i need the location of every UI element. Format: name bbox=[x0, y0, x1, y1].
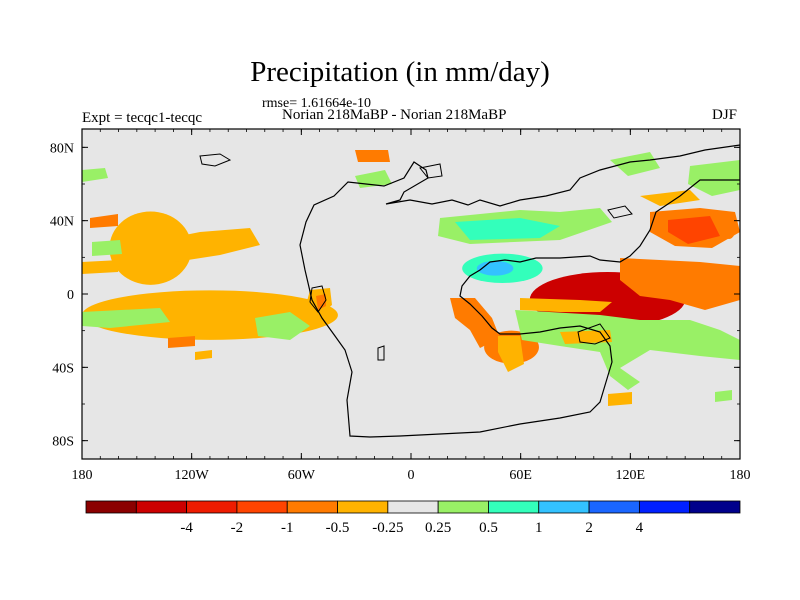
continent-outline bbox=[299, 144, 740, 438]
colorbar-swatch bbox=[588, 500, 640, 514]
colorbar-label: 0.5 bbox=[479, 520, 498, 536]
field-patch-22 bbox=[668, 216, 720, 244]
field-patch-19 bbox=[560, 330, 612, 344]
colorbar-label: -2 bbox=[231, 520, 244, 536]
colorbar-label: -1 bbox=[281, 520, 294, 536]
field-patch-28 bbox=[715, 390, 732, 402]
x-tick-label: 0 bbox=[408, 468, 415, 483]
colorbar-label: 1 bbox=[535, 520, 543, 536]
y-tick-label: 80S bbox=[52, 435, 74, 450]
colorbar-label: -4 bbox=[180, 520, 193, 536]
x-tick-label: 120E bbox=[616, 468, 646, 483]
field-patch-24 bbox=[688, 160, 740, 196]
x-tick-label: 180 bbox=[72, 468, 93, 483]
chart-subtitle: Norian 218MaBP - Norian 218MaBP bbox=[282, 107, 507, 123]
y-tick-label: 80N bbox=[50, 141, 74, 156]
colorbar-swatch bbox=[638, 500, 691, 514]
colorbar-swatch bbox=[186, 500, 238, 514]
x-tick-label: 60W bbox=[288, 468, 316, 483]
y-tick-label: 40N bbox=[50, 215, 74, 230]
field-patch-7 bbox=[255, 312, 310, 340]
rmse-label: rmse= 1.61664e-10 bbox=[262, 96, 371, 111]
colorbar-swatch bbox=[689, 500, 741, 514]
colorbar-swatch bbox=[488, 500, 540, 514]
chart-title: Precipitation (in mm/day) bbox=[250, 56, 550, 88]
field-patch-1 bbox=[165, 298, 310, 312]
island-outline-east bbox=[607, 205, 633, 219]
field-patch-20 bbox=[620, 258, 740, 310]
field-patch-12 bbox=[355, 150, 390, 162]
x-tick-label: 120W bbox=[175, 468, 210, 483]
colorbar-swatch bbox=[286, 500, 338, 514]
field-patch-5 bbox=[92, 240, 122, 256]
colorbar-label: 2 bbox=[585, 520, 593, 536]
field-patch-15 bbox=[450, 298, 500, 348]
field-patch-23 bbox=[640, 190, 700, 206]
colorbar-label: 4 bbox=[636, 520, 644, 536]
field-patch-4 bbox=[82, 168, 108, 182]
island-outline-north bbox=[199, 153, 232, 167]
colorbar-swatch bbox=[538, 500, 590, 514]
x-tick-label: 180 bbox=[730, 468, 751, 483]
colorbar-swatch bbox=[387, 500, 439, 514]
colorbar-swatch bbox=[437, 500, 489, 514]
field-patch-16 bbox=[498, 336, 524, 372]
colorbar-label: -0.25 bbox=[372, 520, 403, 536]
field-patch-0 bbox=[125, 228, 260, 262]
field-patch-9 bbox=[90, 214, 118, 228]
island-outline-arctic bbox=[419, 163, 443, 179]
colorbar-swatch bbox=[236, 500, 288, 514]
field-patch-17 bbox=[515, 310, 740, 390]
y-tick-label: 40S bbox=[52, 361, 74, 376]
season-label: DJF bbox=[712, 107, 738, 123]
field-patch-10 bbox=[168, 336, 195, 348]
colorbar-swatch bbox=[337, 500, 389, 514]
field-patch-3 bbox=[316, 294, 326, 310]
field-patch-18 bbox=[520, 298, 612, 312]
field-patch-11 bbox=[195, 350, 212, 360]
colorbar-label: -0.5 bbox=[326, 520, 350, 536]
island-outline-equator bbox=[309, 285, 327, 313]
x-tick-label: 60E bbox=[509, 468, 532, 483]
colorbar-swatch bbox=[85, 500, 137, 514]
colorbar-swatch bbox=[135, 500, 188, 514]
field-patch-14 bbox=[455, 218, 560, 240]
island-outline-southeast bbox=[577, 323, 611, 345]
field-patch-8 bbox=[82, 260, 120, 274]
field-patch-6 bbox=[82, 308, 170, 328]
y-tick-label: 0 bbox=[67, 288, 74, 303]
island-outline-south bbox=[377, 345, 385, 361]
experiment-label: Expt = tecqc1-tecqc bbox=[82, 110, 203, 126]
field-patch-27 bbox=[608, 392, 632, 406]
colorbar-label: 0.25 bbox=[425, 520, 451, 536]
field-patch-25 bbox=[610, 152, 660, 176]
